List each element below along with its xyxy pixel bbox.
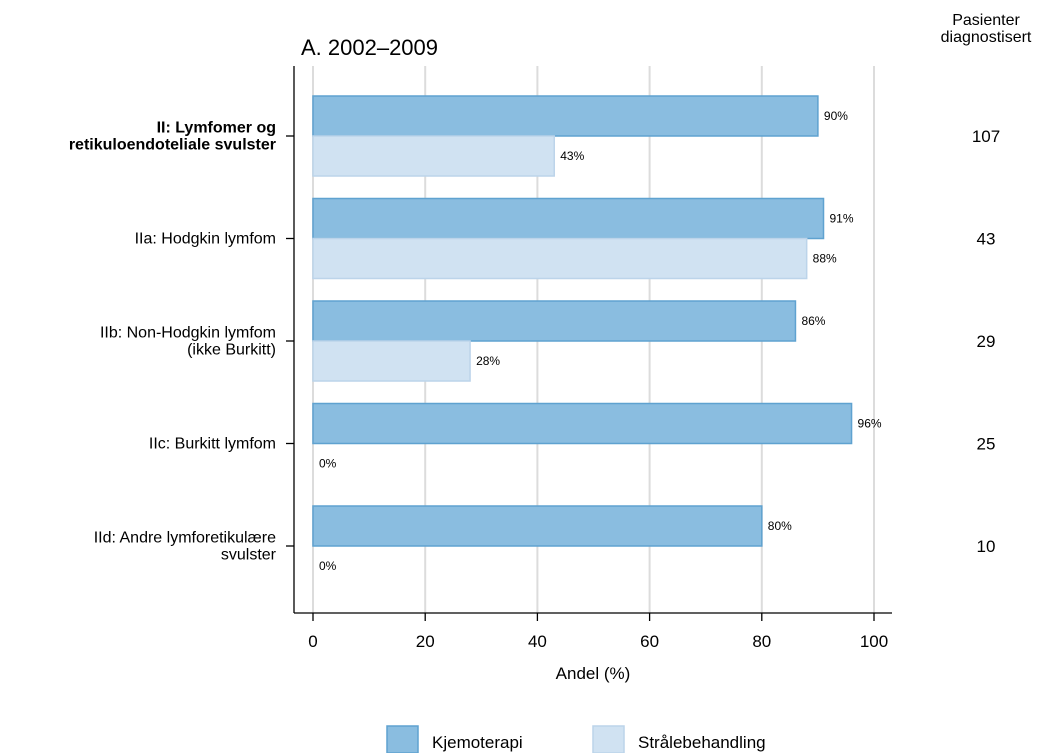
bar-kjemoterapi <box>312 95 819 137</box>
patient-count: 10 <box>977 537 996 556</box>
legend-label: Strålebehandling <box>638 733 766 752</box>
x-tick-label: 40 <box>528 632 547 651</box>
x-tick-label: 80 <box>752 632 771 651</box>
x-tick-label: 100 <box>860 632 888 651</box>
x-tick-label: 0 <box>308 632 317 651</box>
bar-kjemoterapi <box>312 505 763 547</box>
category-label: II: Lymfomer og <box>157 120 276 137</box>
chart-title: A. 2002–2009 <box>301 35 438 60</box>
patient-count-header: diagnostisert <box>941 29 1032 46</box>
value-label: 43% <box>560 149 584 163</box>
category-label: IId: Andre lymforetikulære <box>94 530 276 547</box>
value-label: 80% <box>768 519 792 533</box>
value-label: 88% <box>813 252 837 266</box>
legend-swatch <box>386 725 419 753</box>
value-label: 0% <box>319 559 337 573</box>
bar-stralebehandling <box>312 237 808 280</box>
patient-count-header: Pasienter <box>952 12 1020 29</box>
value-label: 28% <box>476 354 500 368</box>
bar-kjemoterapi <box>312 402 853 445</box>
axes: 0 20 40 60 80 100 <box>286 66 892 651</box>
value-label: 86% <box>801 314 825 328</box>
patient-count: 107 <box>972 127 1000 146</box>
bars <box>312 95 853 547</box>
value-labels: 90% 43% 91% 88% 86% 28% 96% 0% 80% 0% <box>319 109 882 573</box>
bar-kjemoterapi <box>312 197 825 240</box>
bar-kjemoterapi <box>312 300 797 342</box>
category-label: IIb: Non-Hodgkin lymfom <box>100 325 276 342</box>
patient-count: 43 <box>977 230 996 249</box>
value-label: 90% <box>824 109 848 123</box>
category-label: (ikke Burkitt) <box>187 342 276 359</box>
legend-swatch <box>592 725 625 753</box>
value-label: 91% <box>830 212 854 226</box>
x-axis-label: Andel (%) <box>556 664 631 683</box>
x-tick-label: 20 <box>416 632 435 651</box>
value-label: 0% <box>319 457 337 471</box>
patient-count: 29 <box>977 332 996 351</box>
value-label: 96% <box>858 417 882 431</box>
x-tick-label: 60 <box>640 632 659 651</box>
category-label: retikuloendoteliale svulster <box>69 137 276 154</box>
bar-stralebehandling <box>312 135 555 177</box>
bar-stralebehandling <box>312 340 471 382</box>
category-label: IIc: Burkitt lymfom <box>149 436 276 453</box>
category-label: svulster <box>221 547 277 564</box>
legend-label: Kjemoterapi <box>432 733 523 752</box>
category-label: IIa: Hodgkin lymfom <box>135 231 276 248</box>
patient-count: 25 <box>977 435 996 454</box>
legend: Kjemoterapi Strålebehandling <box>386 725 766 753</box>
